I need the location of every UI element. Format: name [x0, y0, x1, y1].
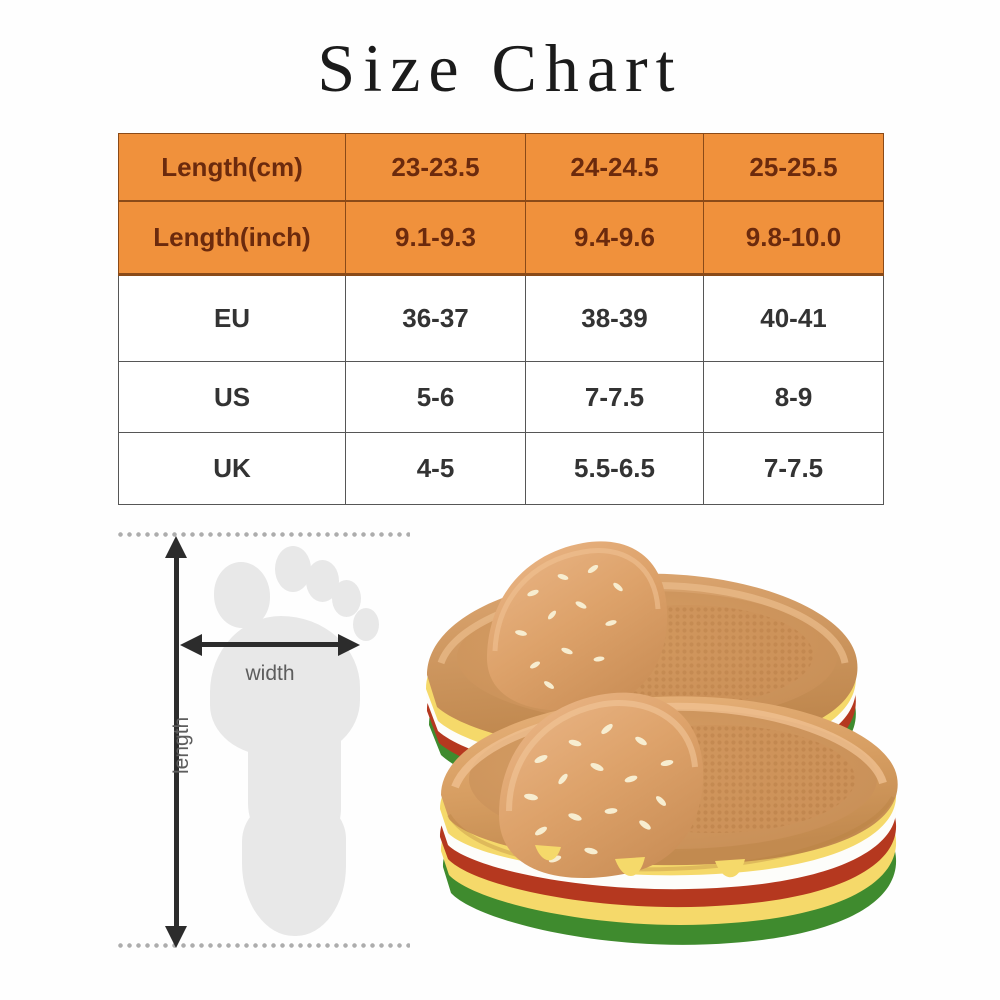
sesame-seeds-front [524, 723, 674, 863]
guide-line-top-icon [116, 532, 410, 537]
cheese-drips [535, 845, 745, 878]
slipper-front [440, 692, 898, 945]
table-row-eu: EU 36-37 38-39 40-41 [118, 274, 884, 362]
table-row-us: US 5-6 7-7.5 8-9 [118, 361, 884, 433]
length-arrow-head-bottom [165, 926, 187, 948]
table-row-length-inch: Length(inch) 9.1-9.3 9.4-9.6 9.8-10.0 [118, 200, 884, 276]
row-label-us: US [118, 361, 346, 433]
slipper-front-strap [499, 692, 704, 879]
cell-length-inch-s2: 9.4-9.6 [525, 200, 704, 276]
length-label: length [170, 716, 193, 774]
width-arrow-icon [180, 632, 360, 658]
sesame-seeds-back [515, 564, 623, 689]
cell-eu-s3: 40-41 [703, 274, 884, 362]
length-arrow-icon [164, 536, 190, 948]
row-label-uk: UK [118, 432, 346, 505]
page-title: Size Chart [317, 30, 683, 106]
width-arrow-head-right [338, 634, 360, 656]
size-chart-table: Length(cm) 23-23.5 24-24.5 25-25.5 Lengt… [118, 133, 884, 505]
length-arrow-head-top [165, 536, 187, 558]
cell-eu-s2: 38-39 [525, 274, 704, 362]
length-arrow-shaft [174, 552, 179, 932]
cell-uk-s3: 7-7.5 [703, 432, 884, 505]
cell-length-cm-s2: 24-24.5 [525, 133, 704, 202]
cell-uk-s1: 4-5 [345, 432, 526, 505]
width-arrow-shaft [196, 642, 344, 647]
cell-length-inch-s3: 9.8-10.0 [703, 200, 884, 276]
cell-length-inch-s1: 9.1-9.3 [345, 200, 526, 276]
width-arrow-head-left [180, 634, 202, 656]
table-row-length-cm: Length(cm) 23-23.5 24-24.5 25-25.5 [118, 133, 884, 202]
table-row-uk: UK 4-5 5.5-6.5 7-7.5 [118, 432, 884, 505]
cell-us-s2: 7-7.5 [525, 361, 704, 433]
cell-eu-s1: 36-37 [345, 274, 526, 362]
footprint-heel [242, 801, 346, 936]
footprint-toe-1 [214, 562, 270, 628]
cell-us-s3: 8-9 [703, 361, 884, 433]
row-label-length-cm: Length(cm) [118, 133, 346, 202]
slipper-back-strap [486, 541, 668, 711]
row-label-eu: EU [118, 274, 346, 362]
cell-us-s1: 5-6 [345, 361, 526, 433]
width-label: width [245, 662, 295, 685]
cell-length-cm-s1: 23-23.5 [345, 133, 526, 202]
product-photo-hamburger-slippers [415, 515, 915, 955]
row-label-length-inch: Length(inch) [118, 200, 346, 276]
cell-length-cm-s3: 25-25.5 [703, 133, 884, 202]
footprint-icon [196, 536, 386, 946]
footprint-toe-4 [332, 580, 361, 617]
footprint-toe-2 [275, 546, 311, 592]
cell-uk-s2: 5.5-6.5 [525, 432, 704, 505]
foot-measurement-diagram: width length [108, 518, 418, 958]
guide-line-bottom-icon [116, 943, 410, 948]
